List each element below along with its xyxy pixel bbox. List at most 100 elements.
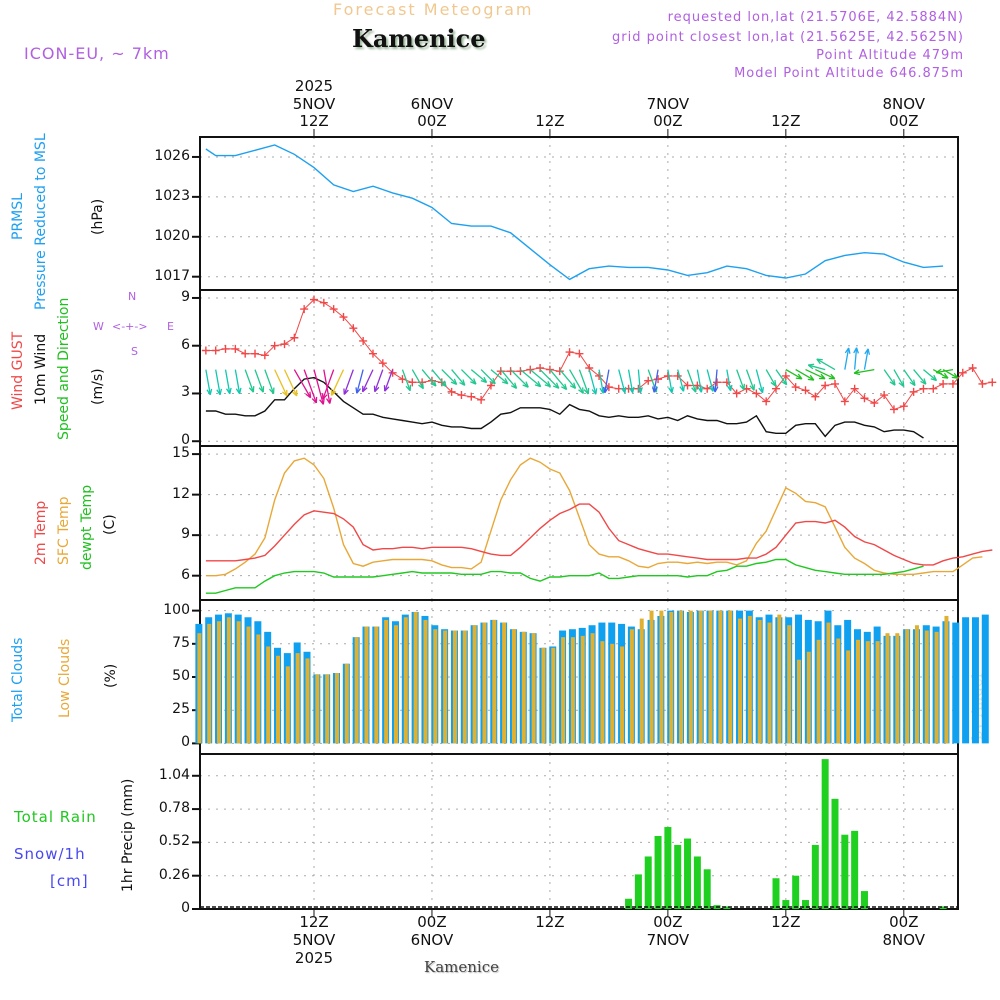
- gust-marker: [280, 340, 289, 349]
- low-cloud-bar: [334, 673, 339, 744]
- low-cloud-bar: [295, 653, 300, 744]
- gust-marker: [260, 351, 269, 360]
- wind-arrow: [854, 347, 858, 370]
- wind-arrow: [529, 369, 551, 388]
- wind-arrow-head: [321, 393, 328, 400]
- low-cloud-bar: [256, 634, 261, 744]
- wind-arrow: [936, 368, 954, 374]
- wind-arrow: [274, 369, 288, 397]
- low-cloud-bar: [413, 611, 418, 744]
- wind-arrow-head: [216, 388, 223, 396]
- gust-marker: [310, 295, 318, 304]
- wind-arrow-head: [248, 386, 255, 393]
- bottom-axis-label: 00Z: [653, 913, 683, 931]
- low-cloud-bar: [738, 618, 743, 744]
- total-rain-label: Total Rain: [14, 808, 97, 826]
- wind-arrow: [490, 369, 509, 385]
- gust-marker: [575, 349, 584, 358]
- wind-arrow: [313, 369, 324, 405]
- clouds-ytick-label: 25: [172, 701, 190, 718]
- gust-marker: [398, 375, 407, 384]
- wind-arrow-head: [583, 387, 590, 395]
- low-cloud-bar: [325, 674, 330, 744]
- clouds-ytick-label: 75: [172, 634, 190, 651]
- low-cloud-bar: [384, 619, 389, 744]
- grid-point-coords: grid point closest lon,lat (21.5625E, 42…: [612, 30, 964, 45]
- wind-arrow: [421, 369, 437, 387]
- wind-arrow: [569, 369, 584, 394]
- gust-marker: [840, 397, 849, 406]
- precip-bar: [703, 869, 711, 909]
- low-cloud-bar: [452, 630, 457, 744]
- gust-marker: [211, 346, 220, 355]
- gust-marker: [467, 392, 476, 401]
- low-cloud-bar: [934, 631, 939, 744]
- low-cloud-bar: [482, 622, 487, 744]
- low-cloud-bar: [816, 639, 821, 744]
- gust-marker: [486, 381, 495, 390]
- wind-arrow-head: [818, 373, 826, 380]
- wind-arrow-head: [569, 382, 577, 389]
- temp-ytick-label: 6: [181, 566, 190, 583]
- top-axis-label: 7NOV: [646, 95, 690, 113]
- low-cloud-bar: [472, 625, 477, 744]
- wind-arrow: [244, 369, 255, 393]
- snow-label: Snow/1h: [14, 845, 86, 863]
- wind-arrow-head: [578, 387, 584, 394]
- precip-bar: [644, 856, 652, 909]
- precip-ytick-label: 0: [181, 900, 190, 916]
- compass-s: S: [131, 345, 138, 358]
- wind-arrow-head: [951, 372, 959, 379]
- wind-arrow-head: [795, 373, 803, 380]
- precip-ytick-label: 0.52: [158, 833, 190, 850]
- low-cloud-bar: [708, 610, 713, 744]
- precip-bar: [860, 891, 868, 909]
- wind-arrow: [863, 348, 869, 370]
- wind-arrow: [374, 369, 384, 392]
- wind-arrow: [677, 369, 685, 392]
- wind-arrow: [480, 369, 496, 385]
- precip-ytick-label: 0.26: [158, 866, 190, 883]
- gust-marker: [791, 383, 800, 392]
- gust-marker: [241, 349, 250, 358]
- temp2m-line: [205, 503, 993, 566]
- low-cloud-bar: [836, 638, 841, 744]
- wind-arrow: [598, 369, 604, 394]
- wind-arrow-head: [637, 387, 643, 394]
- wind-arrow: [808, 364, 826, 371]
- top-axis-label: 12Z: [299, 112, 329, 130]
- gust-marker: [221, 344, 230, 353]
- precip-ytick-label: 1.04: [158, 766, 190, 783]
- low-cloud-bar: [226, 617, 231, 744]
- low-cloud-bar: [865, 641, 870, 744]
- wind-arrow: [844, 347, 850, 370]
- wind-arrow: [816, 358, 836, 371]
- point-altitude: Point Altitude 479m: [816, 48, 964, 63]
- wind-arrow: [686, 369, 697, 393]
- total-cloud-bar: [981, 614, 989, 744]
- wind-arrow: [765, 369, 777, 387]
- gust-marker: [319, 298, 328, 307]
- low-cloud-bar: [649, 610, 654, 744]
- wind-arrow: [854, 368, 875, 374]
- wind-arrow-head: [206, 388, 213, 396]
- wind-arrow-head: [325, 397, 332, 404]
- gust-marker: [772, 384, 781, 393]
- low-cloud-bar: [944, 615, 949, 744]
- gust-marker: [349, 324, 358, 333]
- wind-arrow-head: [330, 389, 337, 396]
- wind-arrow-head: [889, 379, 896, 386]
- snow-unit: [cm]: [50, 872, 89, 890]
- low-cloud-bar: [197, 633, 202, 744]
- wind-arrow: [401, 369, 411, 391]
- precip-bar: [674, 844, 682, 909]
- wind-arrow-head: [807, 374, 815, 381]
- wind-arrow: [362, 369, 374, 393]
- wind-arrow: [303, 369, 317, 404]
- gust-marker: [968, 364, 977, 372]
- gust-marker: [919, 384, 928, 393]
- low-cloud-bar: [344, 663, 349, 744]
- top-axis-label: 00Z: [889, 112, 919, 130]
- gust-marker: [368, 349, 377, 358]
- wind-arrow: [411, 369, 424, 389]
